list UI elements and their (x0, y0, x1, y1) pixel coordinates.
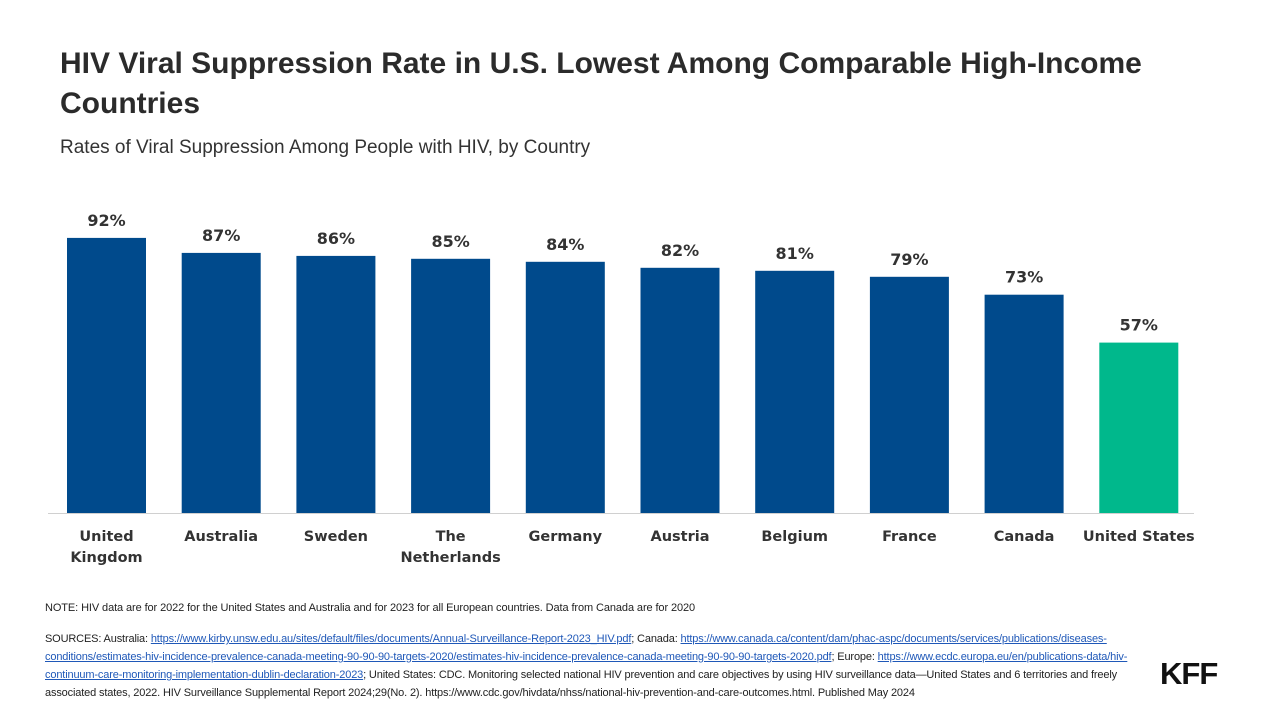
category-label: Germany (529, 529, 603, 545)
bar (411, 258, 491, 513)
data-label: 87% (202, 226, 240, 245)
bar (869, 276, 949, 513)
data-label: 92% (87, 211, 125, 230)
category-label: United (79, 529, 133, 545)
bar (755, 270, 835, 513)
category-label: The (436, 529, 466, 545)
kff-logo: KFF (1160, 656, 1218, 691)
bar (525, 261, 605, 513)
category-label: Sweden (304, 529, 368, 545)
bar (67, 237, 146, 513)
data-label: 84% (546, 235, 584, 254)
source-link-canada[interactable]: https://www.canada.ca/content/dam/phac-a… (45, 633, 1107, 663)
category-label: Kingdom (70, 550, 142, 566)
category-label: Netherlands (400, 550, 500, 566)
category-label: Belgium (761, 529, 828, 545)
bar-chart: 92% United Kingdom 87% Australia 86% Sweden 85%… (48, 211, 1195, 566)
source-link-australia[interactable]: https://www.kirby.unsw.edu.au/sites/defa… (150, 633, 632, 645)
data-label: 79% (890, 250, 928, 269)
chart-title: HIV Viral Suppression Rate in U.S. Lowes… (60, 47, 1142, 120)
category-label: United States (1083, 529, 1195, 545)
bar (640, 267, 720, 513)
source-link-europe[interactable]: https://www.ecdc.europa.eu/en/publicatio… (45, 651, 1128, 681)
chart-note: NOTE: HIV data are for 2022 for the Unit… (45, 602, 696, 614)
chart-sources: SOURCES: Australia: https://www.kirby.un… (45, 630, 1135, 702)
category-label: Canada (994, 529, 1055, 545)
category-label: Austria (650, 529, 709, 545)
sources-lead: SOURCES: Australia: (45, 633, 151, 645)
data-label: 57% (1120, 316, 1158, 335)
bar (181, 252, 261, 513)
data-label: 82% (661, 241, 699, 260)
data-label: 86% (317, 229, 355, 248)
bar (984, 294, 1064, 513)
chart-subtitle: Rates of Viral Suppression Among People … (60, 137, 591, 158)
data-label: 81% (776, 244, 814, 263)
category-label: France (882, 529, 937, 545)
data-label: 85% (431, 232, 469, 251)
sources-europe-label: ; Europe: (831, 651, 878, 663)
category-label: Australia (184, 529, 258, 545)
bar (1099, 342, 1179, 513)
sources-united-states: ; United States: CDC. Monitoring selecte… (45, 669, 1118, 699)
bar (296, 255, 376, 513)
data-label: 73% (1005, 268, 1043, 287)
sources-canada-label: ; Canada: (631, 633, 681, 645)
